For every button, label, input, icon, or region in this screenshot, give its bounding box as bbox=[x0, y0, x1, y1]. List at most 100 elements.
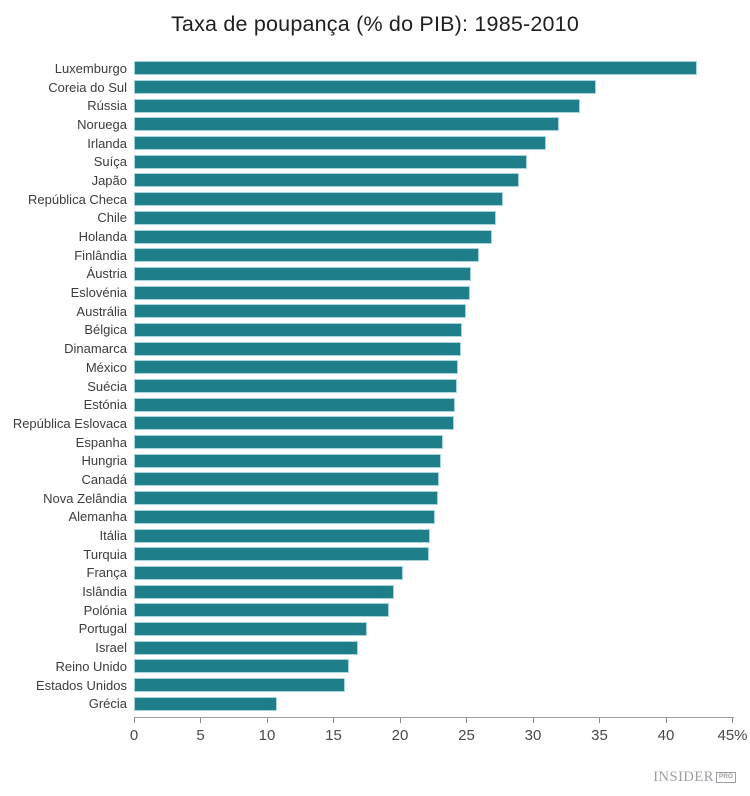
category-label: Luxemburgo bbox=[54, 60, 127, 76]
bar-row: República Checa bbox=[0, 190, 750, 209]
bar-row: Reino Unido bbox=[0, 657, 750, 676]
bar bbox=[134, 210, 497, 225]
bar bbox=[134, 117, 559, 132]
category-label: Irlanda bbox=[87, 135, 127, 151]
x-axis-tick: 45% bbox=[710, 718, 750, 744]
bar bbox=[134, 621, 368, 636]
bar-row: Rússia bbox=[0, 96, 750, 115]
tick-label: 10 bbox=[258, 727, 276, 745]
bar-row: Grécia bbox=[0, 694, 750, 713]
tick-label: 15 bbox=[325, 727, 342, 745]
category-label: Suécia bbox=[87, 378, 127, 394]
bar-row: Estónia bbox=[0, 395, 750, 414]
bar-row: Áustria bbox=[0, 265, 750, 284]
category-label: Eslovénia bbox=[70, 285, 127, 301]
bar bbox=[134, 509, 436, 524]
bar-row: Holanda bbox=[0, 227, 750, 246]
tick-mark bbox=[532, 718, 534, 724]
tick-mark bbox=[333, 718, 334, 724]
bar-row: Espanha bbox=[0, 433, 750, 452]
tick-label: 20 bbox=[391, 727, 409, 745]
bar-row: Bélgica bbox=[0, 321, 750, 340]
x-axis-tick: 10 bbox=[244, 718, 290, 744]
bar bbox=[134, 472, 440, 487]
x-axis-tick: 35 bbox=[577, 718, 623, 744]
category-label: Holanda bbox=[78, 229, 127, 245]
tick-mark bbox=[200, 718, 201, 724]
bar-row: Luxemburgo bbox=[0, 59, 750, 78]
bar bbox=[134, 379, 457, 394]
tick-mark bbox=[266, 718, 268, 724]
category-label: Rússia bbox=[87, 98, 127, 114]
category-label: Finlândia bbox=[74, 247, 127, 263]
x-axis-tick: 15 bbox=[311, 718, 357, 744]
category-label: Israel bbox=[95, 640, 127, 656]
bar-row: Israel bbox=[0, 638, 750, 657]
bar-row: França bbox=[0, 564, 750, 583]
bar bbox=[134, 547, 429, 562]
tick-label: 25 bbox=[458, 727, 475, 745]
tick-mark bbox=[665, 718, 667, 724]
tick-label: 5 bbox=[196, 727, 205, 745]
bar-row: Chile bbox=[0, 209, 750, 228]
bar-row: Itália bbox=[0, 526, 750, 545]
tick-mark bbox=[133, 718, 135, 724]
bar-row: Turquia bbox=[0, 545, 750, 564]
bar bbox=[134, 80, 597, 95]
bar bbox=[134, 584, 395, 599]
tick-label: 45% bbox=[717, 727, 748, 745]
category-label: Polónia bbox=[83, 602, 127, 618]
bar-row: Finlândia bbox=[0, 246, 750, 265]
category-label: Coreia do Sul bbox=[48, 79, 127, 95]
bar bbox=[134, 61, 698, 76]
category-label: Austrália bbox=[76, 303, 127, 319]
bar bbox=[134, 696, 277, 711]
bar bbox=[134, 565, 404, 580]
x-axis-tick: 20 bbox=[377, 718, 423, 744]
bar bbox=[134, 360, 458, 375]
tick-mark bbox=[599, 718, 600, 724]
bar bbox=[134, 640, 359, 655]
bar-row: Dinamarca bbox=[0, 339, 750, 358]
category-label: Noruega bbox=[77, 116, 127, 132]
category-label: França bbox=[86, 565, 127, 581]
bar-row: Polónia bbox=[0, 601, 750, 620]
x-axis-tick: 5 bbox=[178, 718, 224, 744]
bar-row: Irlanda bbox=[0, 134, 750, 153]
bar bbox=[134, 173, 520, 188]
category-label: Suíça bbox=[93, 154, 127, 170]
tick-label: 40 bbox=[657, 727, 675, 745]
category-label: Dinamarca bbox=[64, 341, 127, 357]
bar bbox=[134, 229, 493, 244]
category-label: Portugal bbox=[78, 621, 127, 637]
bar-row: Nova Zelândia bbox=[0, 489, 750, 508]
bar-row: Hungria bbox=[0, 451, 750, 470]
category-label: Chile bbox=[97, 210, 127, 226]
bar bbox=[134, 322, 462, 337]
category-label: Canadá bbox=[81, 471, 127, 487]
bar bbox=[134, 416, 454, 431]
chart-title: Taxa de poupança (% do PIB): 1985-2010 bbox=[170, 12, 580, 36]
insider-logo-text: INSIDER bbox=[653, 769, 714, 785]
bar-row: Estados Unidos bbox=[0, 676, 750, 695]
bar bbox=[134, 603, 389, 618]
bar bbox=[134, 98, 581, 113]
x-axis: 0 5 10 15 20 25 30 35 40 45% bbox=[130, 717, 748, 760]
bar-row: México bbox=[0, 358, 750, 377]
category-label: Reino Unido bbox=[55, 658, 127, 674]
bar bbox=[134, 136, 546, 151]
bar bbox=[134, 266, 472, 281]
tick-label: 0 bbox=[129, 727, 139, 745]
bar-rows: Luxemburgo Coreia do Sul Rússia Noruega Irla… bbox=[0, 59, 750, 713]
bar bbox=[134, 453, 441, 468]
category-label: Hungria bbox=[81, 453, 127, 469]
bar-row: Coreia do Sul bbox=[0, 78, 750, 97]
bar bbox=[134, 397, 456, 412]
bar-row: Suécia bbox=[0, 377, 750, 396]
category-label: República Checa bbox=[27, 191, 127, 207]
bar-row: Portugal bbox=[0, 620, 750, 639]
bar-row: Islândia bbox=[0, 582, 750, 601]
category-label: Espanha bbox=[75, 434, 127, 450]
category-label: Alemanha bbox=[68, 509, 127, 525]
bar bbox=[134, 659, 349, 674]
